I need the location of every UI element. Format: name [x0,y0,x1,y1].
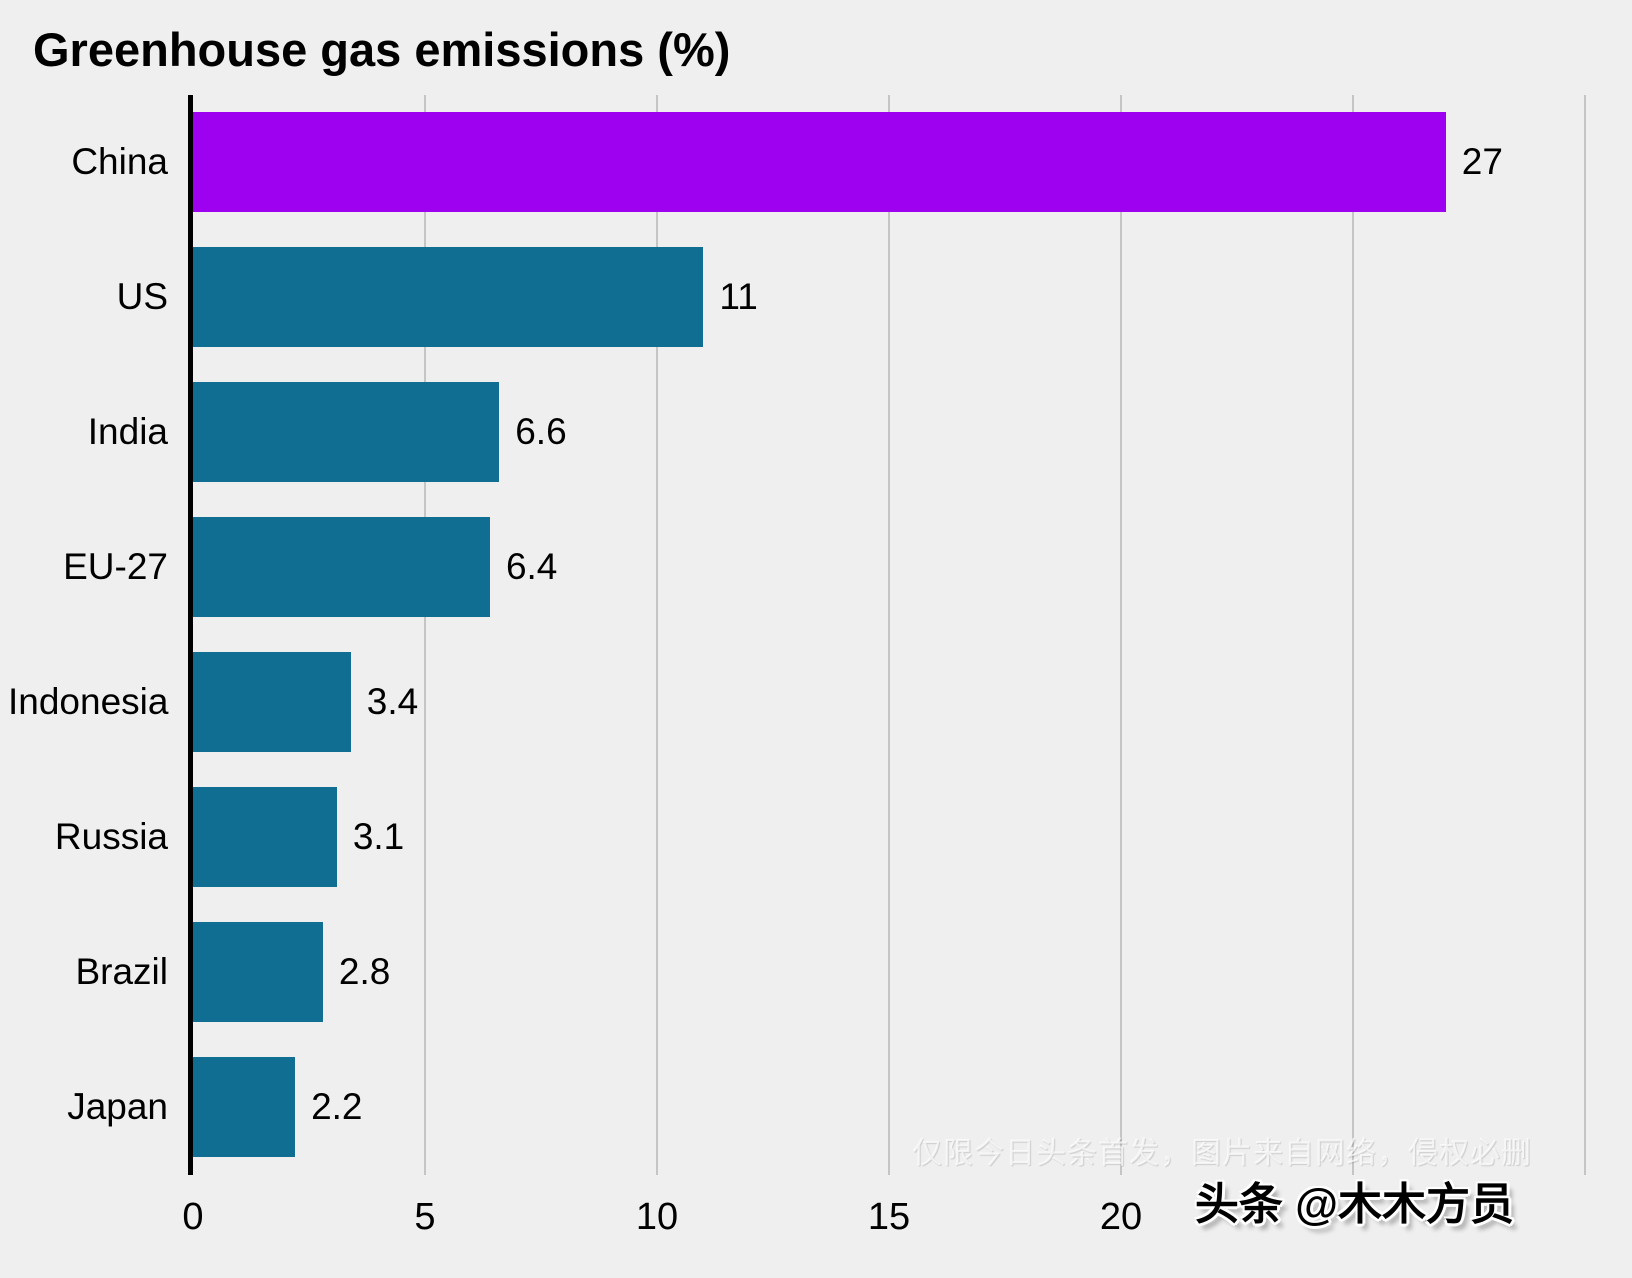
value-label-indonesia: 3.4 [366,681,419,722]
bar-china [193,112,1446,212]
category-label-japan: Japan [67,1086,168,1127]
category-label-eu-27: EU-27 [63,546,168,587]
gridline-10 [656,95,658,1175]
value-label-brazil: 2.8 [338,951,391,992]
x-tick-5: 5 [414,1196,436,1238]
category-label-brazil: Brazil [75,951,168,992]
plot-area: 27 11 6.6 6.4 3.4 3.1 2.8 2.2 [188,95,1586,1175]
watermark-byline: 头条 @木木方员 [1194,1180,1514,1229]
value-label-india: 6.6 [515,411,567,452]
x-tick-15: 15 [867,1196,911,1238]
value-label-russia: 3.1 [352,816,405,857]
watermark-notice: 仅限今日头条首发，图片来自网络，侵权必删 [912,1137,1532,1170]
value-label-china: 27 [1461,141,1503,182]
x-axis-ticks: 0 5 10 15 20 [182,1192,1585,1242]
value-label-eu-27: 6.4 [505,546,558,587]
bar-indonesia [193,652,351,752]
bar-russia [193,787,337,887]
category-label-indonesia: Indonesia [8,681,169,722]
category-label-russia: Russia [54,816,168,857]
chart-title: Greenhouse gas emissions (%) [33,23,731,76]
x-tick-0: 0 [182,1196,204,1238]
bar-eu-27 [193,517,490,617]
gridline-5 [424,95,426,1175]
gridline-20 [1120,95,1122,1175]
x-tick-20: 20 [1099,1196,1143,1238]
x-tick-10: 10 [635,1196,679,1238]
category-label-india: India [87,411,168,452]
gridline-25 [1352,95,1354,1175]
y-axis-line [188,95,193,1175]
gridline-30 [1584,95,1586,1175]
category-label-china: China [71,141,168,182]
bar-japan [193,1057,296,1157]
gridline-15 [888,95,890,1175]
bar-india [193,382,500,482]
value-label-japan: 2.2 [311,1086,363,1127]
value-label-us: 11 [719,276,758,317]
bar-brazil [193,922,323,1022]
bar-us [193,247,704,347]
category-label-us: US [116,276,168,317]
